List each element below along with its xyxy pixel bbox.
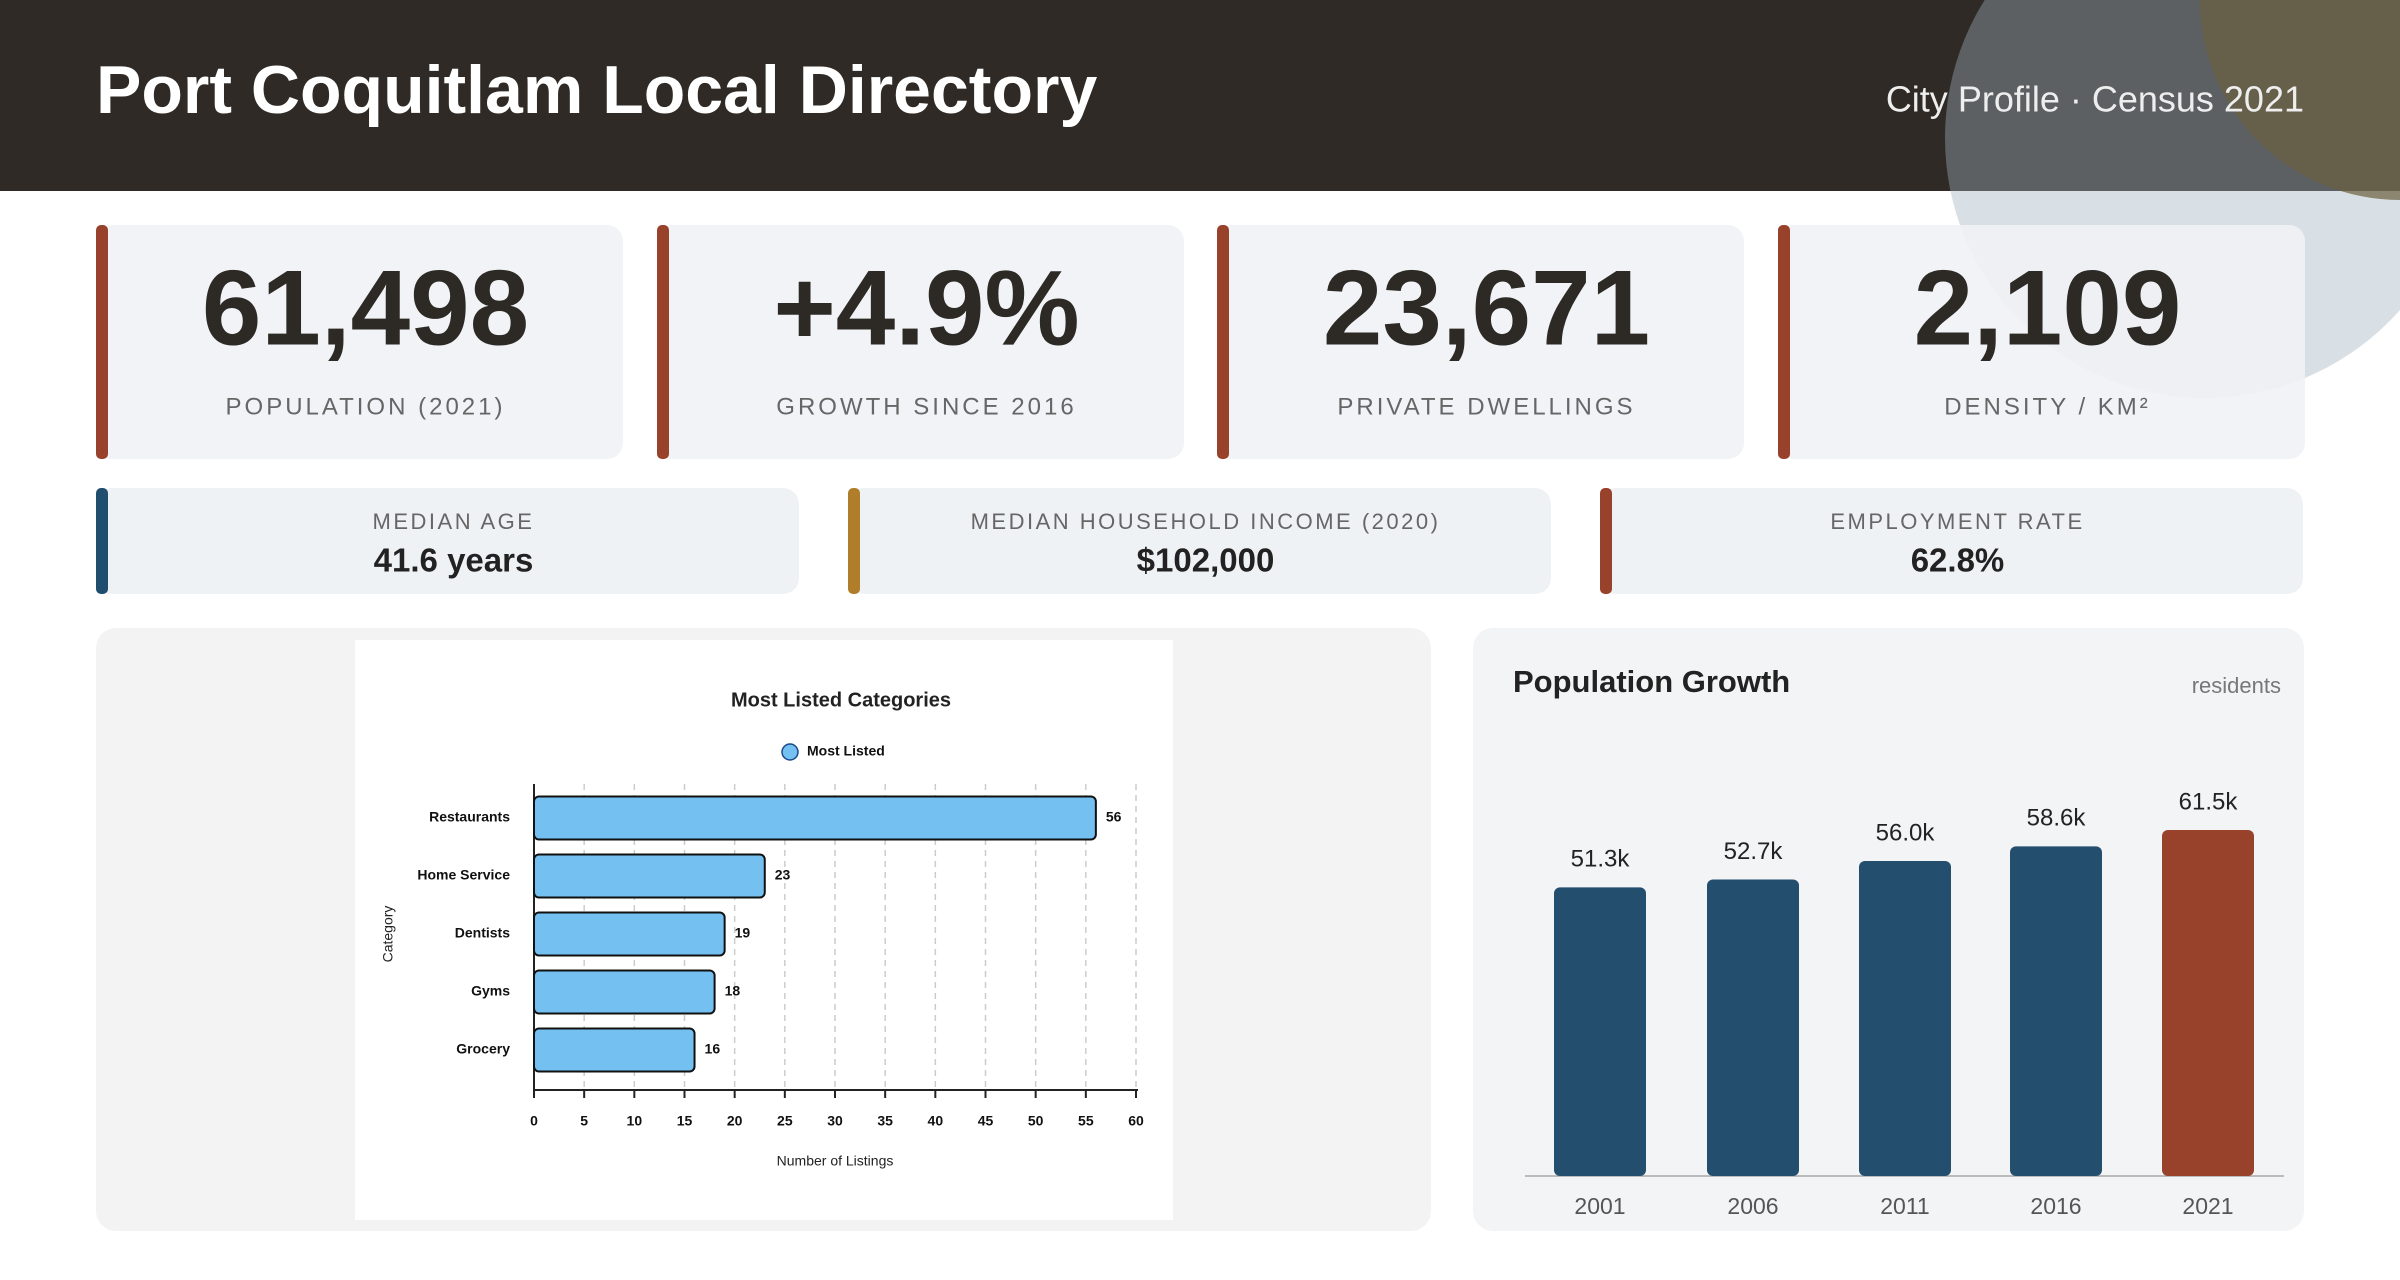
fact-label: EMPLOYMENT RATE (1830, 509, 2084, 534)
bar (2010, 846, 2102, 1176)
bar (533, 911, 726, 957)
card-accent (657, 225, 669, 459)
bar (2162, 830, 2254, 1176)
stat-card (96, 225, 623, 459)
y-tick-label: Gyms (471, 983, 510, 999)
card-accent (1217, 225, 1229, 459)
fact-card (848, 488, 1551, 594)
bar (533, 969, 716, 1015)
fact-label: MEDIAN HOUSEHOLD INCOME (2020) (971, 509, 1441, 534)
page-title: Port Coquitlam Local Directory (96, 52, 1097, 128)
stat-label: PRIVATE DWELLINGS (1337, 393, 1635, 420)
data-label: 18 (725, 983, 741, 999)
x-tick-label: 5 (580, 1113, 588, 1129)
bar (1554, 887, 1646, 1176)
data-label: 51.3k (1571, 846, 1631, 873)
x-tick-label: 2011 (1880, 1193, 1929, 1219)
stat-card (1217, 225, 1744, 459)
x-tick-label: 55 (1078, 1113, 1094, 1129)
fact-value: 62.8% (1911, 542, 2005, 579)
x-tick-label: 15 (677, 1113, 693, 1129)
chart-area (355, 640, 1173, 1220)
y-tick-label: Restaurants (429, 809, 510, 825)
card-accent (96, 225, 108, 459)
stat-value: 23,671 (1323, 247, 1650, 367)
stat-value: +4.9% (773, 247, 1079, 367)
stat-label: DENSITY / KM² (1944, 393, 2151, 420)
stat-label: POPULATION (2021) (226, 393, 506, 420)
x-tick-label: 10 (627, 1113, 643, 1129)
card-accent (1600, 488, 1612, 594)
stat-card (657, 225, 1184, 459)
bar (533, 795, 1097, 841)
page-subtitle: City Profile · Census 2021 (1886, 79, 2304, 120)
bar (1859, 860, 1951, 1176)
x-tick-label: 2016 (2030, 1193, 2081, 1219)
stat-label: GROWTH SINCE 2016 (776, 393, 1076, 420)
y-tick-label: Home Service (417, 867, 510, 883)
data-label: 19 (735, 925, 751, 941)
decor-circle (2200, 0, 2400, 200)
x-tick-label: 35 (877, 1113, 893, 1129)
legend-marker (781, 743, 799, 761)
data-label: 56.0k (1876, 819, 1936, 846)
x-tick-label: 25 (777, 1113, 793, 1129)
y-axis-title: Category (380, 906, 396, 963)
data-label: 16 (705, 1041, 721, 1057)
fact-value: $102,000 (1137, 542, 1275, 579)
x-tick-label: 0 (530, 1113, 538, 1129)
stat-value: 2,109 (1914, 247, 2182, 367)
stat-value: 61,498 (202, 247, 529, 367)
y-tick-label: Dentists (455, 925, 510, 941)
data-label: 61.5k (2179, 788, 2239, 815)
fact-label: MEDIAN AGE (373, 509, 535, 534)
data-label: 52.7k (1724, 838, 1784, 865)
header-bg (0, 0, 2400, 191)
y-tick-label: Grocery (456, 1041, 510, 1057)
chart-title: Most Listed Categories (731, 689, 951, 711)
stat-card (1778, 225, 2305, 459)
card-accent (96, 488, 108, 594)
x-tick-label: 20 (727, 1113, 743, 1129)
x-tick-label: 50 (1028, 1113, 1044, 1129)
x-tick-label: 30 (827, 1113, 843, 1129)
legend-label: Most Listed (807, 743, 885, 759)
data-label: 56 (1106, 809, 1122, 825)
x-tick-label: 2021 (2182, 1193, 2233, 1219)
card-accent (848, 488, 860, 594)
x-tick-label: 60 (1128, 1113, 1144, 1129)
x-axis-title: Number of Listings (777, 1153, 894, 1169)
data-label: 23 (775, 867, 791, 883)
card-accent (1778, 225, 1790, 459)
x-tick-label: 2001 (1574, 1193, 1625, 1219)
x-tick-label: 40 (928, 1113, 944, 1129)
bar (533, 1027, 696, 1073)
chart-title: Population Growth (1513, 664, 1790, 699)
fact-card (1600, 488, 2303, 594)
bar (533, 853, 766, 899)
fact-value: 41.6 years (374, 542, 534, 579)
x-tick-label: 45 (978, 1113, 994, 1129)
data-label: 58.6k (2027, 805, 2087, 832)
x-tick-label: 2006 (1727, 1193, 1778, 1219)
unit-label: residents (2192, 673, 2281, 698)
bar (1707, 879, 1799, 1176)
fact-card (96, 488, 799, 594)
